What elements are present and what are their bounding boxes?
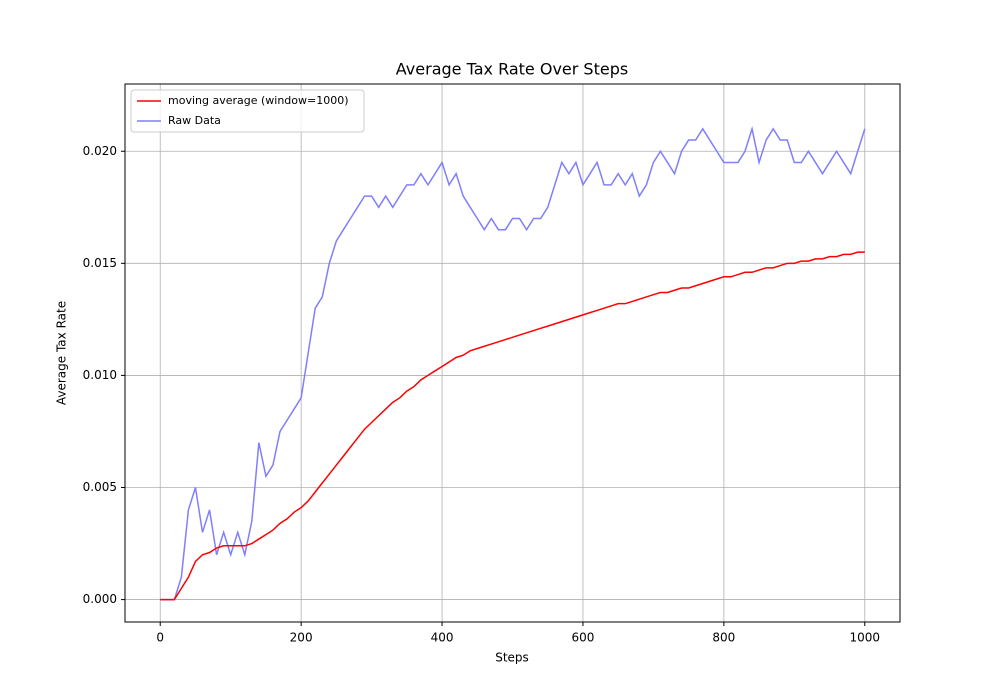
y-axis-label: Average Tax Rate <box>55 301 69 405</box>
y-tick-label: 0.010 <box>83 368 117 382</box>
plot-frame <box>124 83 901 623</box>
x-tick-label: 200 <box>290 631 313 645</box>
x-tick-label: 400 <box>431 631 454 645</box>
x-tick-label: 600 <box>572 631 595 645</box>
y-tick-label: 0.015 <box>83 256 117 270</box>
x-tick-label: 1000 <box>849 631 880 645</box>
legend-box <box>130 89 365 133</box>
y-tick-label: 0.020 <box>83 144 117 158</box>
legend-label: moving average (window=1000) <box>168 94 349 107</box>
x-axis-label: Steps <box>495 651 529 665</box>
data-line <box>160 125 866 601</box>
data-line <box>160 251 865 601</box>
y-tick-label: 0.000 <box>83 592 117 606</box>
y-tick-label: 0.005 <box>83 480 117 494</box>
x-tick-label: 0 <box>156 631 164 645</box>
legend-label: Raw Data <box>168 114 221 127</box>
x-tick-label: 800 <box>712 631 735 645</box>
chart-title: Average Tax Rate Over Steps <box>396 60 628 79</box>
